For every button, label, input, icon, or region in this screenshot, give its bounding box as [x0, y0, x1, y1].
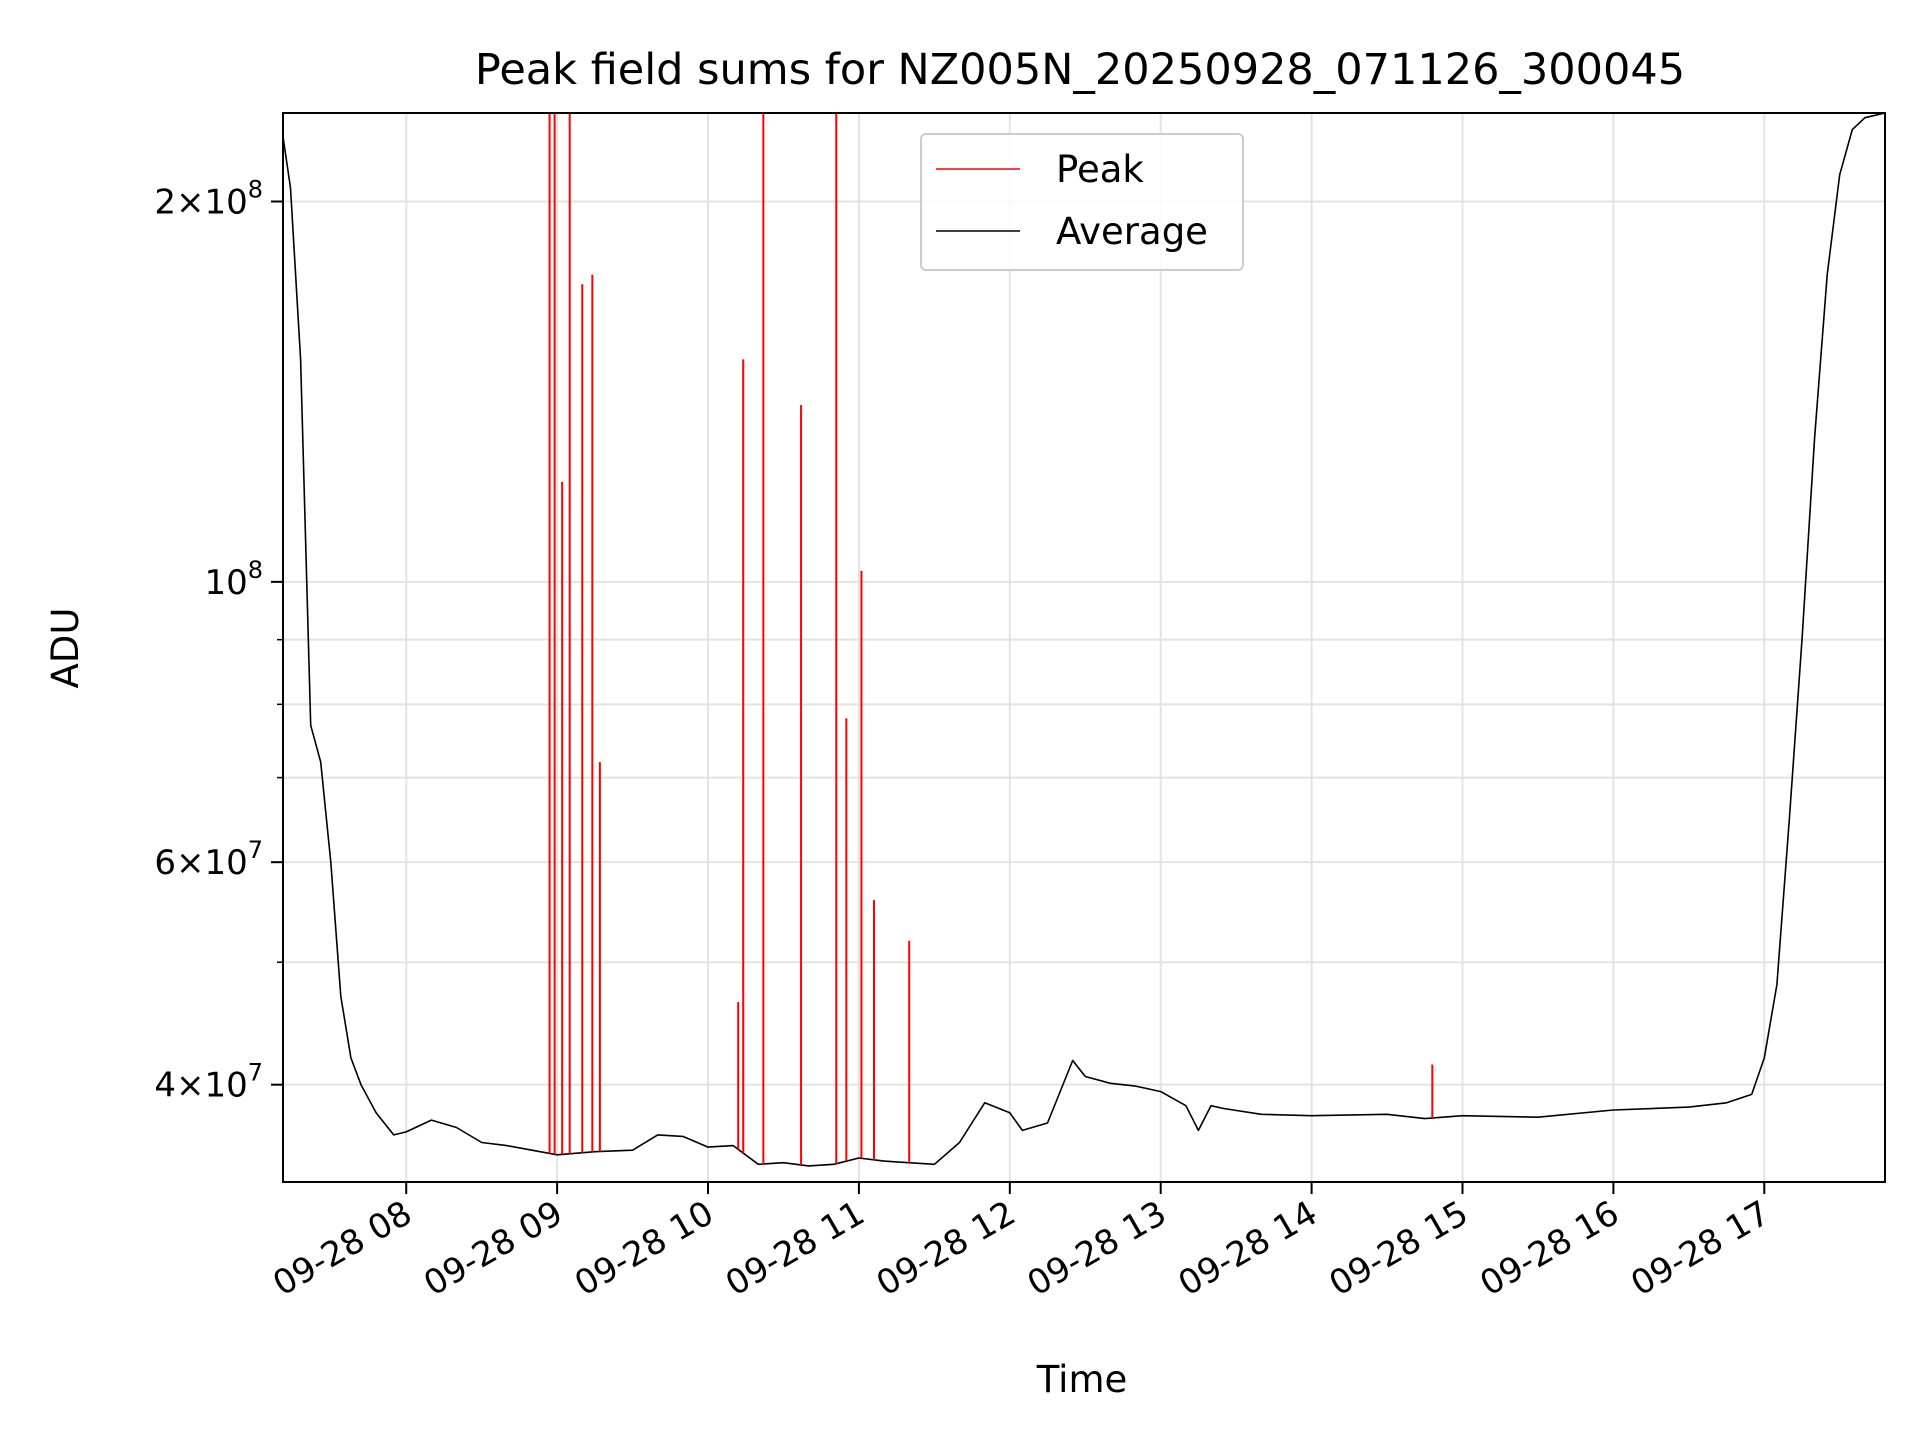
y-axis: 4×107 6×107 108 2×108 — [154, 175, 283, 1106]
x-axis-label: Time — [1036, 1358, 1128, 1401]
y-axis-label: ADU — [44, 608, 87, 689]
legend-average-label: Average — [1056, 210, 1208, 253]
peak-series — [548, 113, 1434, 1165]
y-tick-label: 2×108 — [154, 175, 263, 222]
legend-peak-label: Peak — [1056, 148, 1144, 191]
legend: Peak Average — [920, 133, 1244, 271]
y-tick-label: 108 — [204, 556, 263, 603]
y-tick-label: 4×107 — [154, 1059, 263, 1106]
average-line — [282, 112, 1886, 1167]
average-series — [282, 112, 1886, 1167]
y-tick-label: 6×107 — [154, 836, 263, 883]
legend-box — [920, 133, 1244, 271]
plot-frame — [282, 112, 1886, 1183]
chart-title: Peak field sums for NZ005N_20250928_0711… — [475, 45, 1685, 95]
